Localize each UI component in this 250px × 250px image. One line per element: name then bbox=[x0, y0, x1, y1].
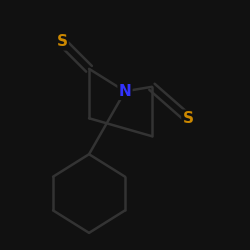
Text: S: S bbox=[182, 111, 194, 126]
Text: N: N bbox=[119, 84, 132, 99]
Text: S: S bbox=[56, 34, 68, 49]
